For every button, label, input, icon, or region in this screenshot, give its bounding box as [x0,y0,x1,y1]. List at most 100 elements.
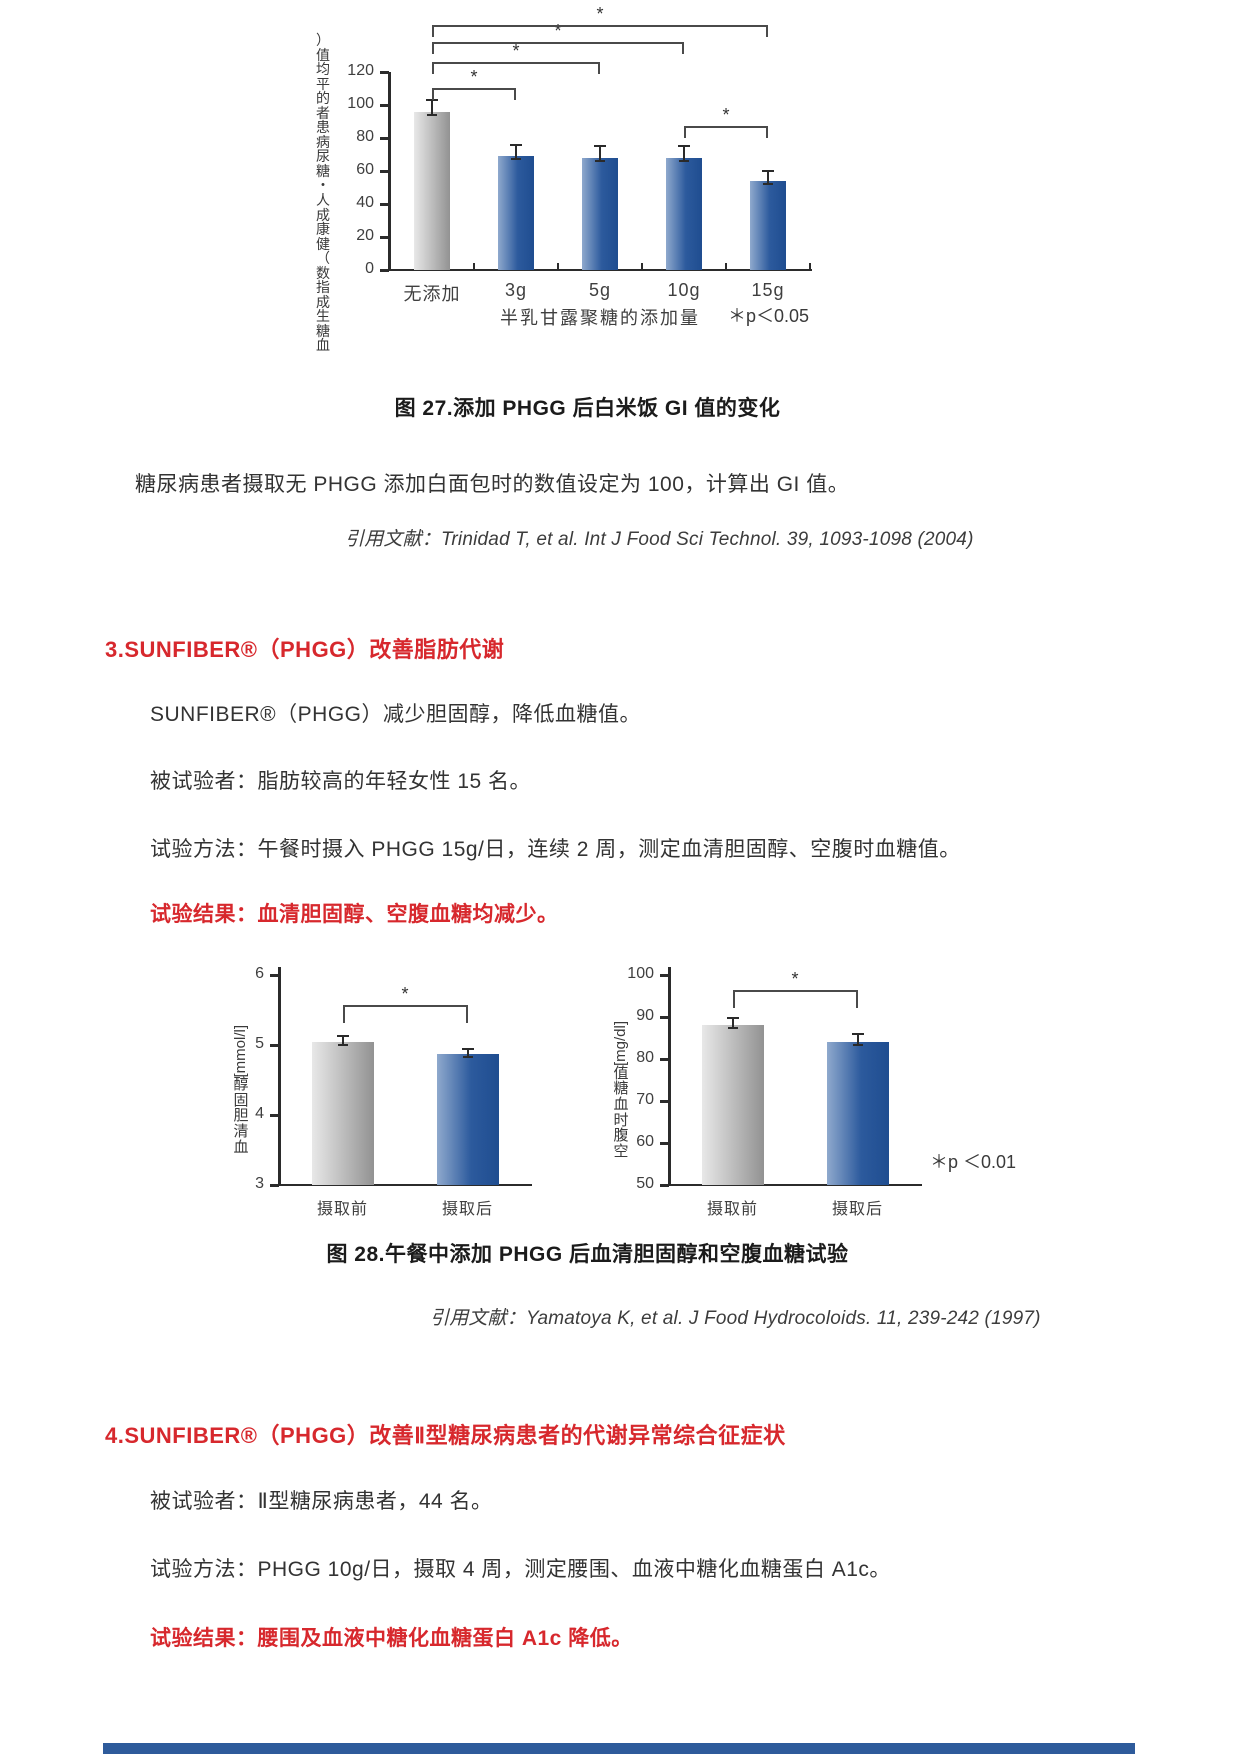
significance-bracket [684,126,768,138]
y-tick-label: 40 [356,194,374,211]
bar-3g [498,156,534,270]
error-bar-cap-top [336,1034,349,1037]
error-bar-cap-top [678,145,690,148]
axis-label-char: 健 [316,235,330,252]
next-section-table-header-strip [103,1743,1135,1754]
y-tick-mark [270,974,279,977]
error-bar-cap-bottom [727,1027,738,1030]
section4-subjects: 被试验者：Ⅱ型糖尿病患者，44 名。 [150,1490,493,1513]
fig28-caption: 图 28.午餐中添加 PHGG 后血清胆固醇和空腹血糖试验 [326,1243,849,1266]
bar-15g [750,180,786,270]
axis-label-char: ・ [316,177,330,194]
axis-label-char: 的 [316,90,330,107]
error-bar-cap-bottom [337,1043,348,1046]
axis-label-char: 血 [613,1095,629,1113]
axis-label-char: 患 [316,119,330,136]
section4-result: 试验结果：腰围及血液中糖化血糖蛋白 A1c 降低。 [150,1627,633,1650]
x-category-label: 无添加 [403,284,461,304]
axis-label-char: 康 [316,221,330,238]
x-category-label: 3g [504,280,528,300]
y-tick-mark [380,269,389,272]
significance-bracket [432,62,600,74]
x-boundary-tick [641,263,643,270]
y-tick-mark [660,974,669,977]
gi-note-paragraph: 糖尿病患者摄取无 PHGG 添加白面包时的数值设定为 100，计算出 GI 值。 [135,473,850,496]
error-bar-cap-top [594,145,606,148]
y-tick-label: 80 [636,1049,654,1066]
significance-asterisk: * [512,41,520,61]
axis-label-char: 糖 [316,162,330,179]
y-tick-label: 4 [255,1105,264,1122]
axis-label-char: 值 [316,46,330,63]
section4-method: 试验方法：PHGG 10g/日，摄取 4 周，测定腰围、血液中糖化血糖蛋白 A1… [150,1558,891,1581]
error-bar-cap-bottom [852,1044,863,1047]
error-bar-cap-bottom [511,158,521,161]
significance-asterisk: * [554,21,562,41]
x-category-label: 摄取后 [441,1201,493,1218]
fig28-citation: 引用文献：Yamatoya K, et al. J Food Hydrocolo… [430,1308,1041,1329]
axis-label-char: 平 [316,75,330,92]
axis-label-char: 空 [613,1142,629,1160]
p-value-note: ＊p＜0.05 [728,306,810,326]
y-tick-mark [380,137,389,140]
y-tick-label: 5 [255,1035,264,1052]
axis-label-char: 者 [316,104,330,121]
axis-label-char: 醇 [233,1076,249,1094]
x-boundary-tick [725,263,727,270]
section3-subjects: 被试验者：脂肪较高的年轻女性 15 名。 [150,770,532,793]
axis-label-char: 成 [316,293,330,310]
section3-summary: SUNFIBER®（PHGG）减少胆固醇，降低血糖值。 [150,703,641,726]
axis-label-char: 生 [316,308,330,325]
significance-asterisk: * [401,984,409,1004]
x-axis-title: 半乳甘露聚糖的添加量 [500,308,700,328]
axis-label-char: 值 [613,1064,629,1082]
significance-asterisk: * [596,4,604,24]
y-tick-mark [380,71,389,74]
error-bar-cap-bottom [595,159,605,162]
y-tick-label: 50 [636,1175,654,1192]
y-tick-mark [270,1114,279,1117]
significance-bracket [432,42,684,54]
y-axis-line [278,967,281,1186]
x-category-label: 摄取前 [316,1201,368,1218]
axis-label-char: ） [316,31,330,48]
y-axis-line [668,967,671,1186]
p-value-note: ＊p ＜0.01 [930,1152,1017,1172]
axis-label-char: （ [316,250,330,267]
error-bar-line [683,146,685,162]
error-bar-line [731,1017,734,1030]
error-bar-cap-top [426,99,438,102]
bar-摄取前 [311,1041,374,1185]
y-axis-line [388,72,391,271]
axis-label-char: 成 [316,206,330,223]
error-bar-cap-bottom [763,182,773,185]
y-axis-title: 空腹时血糖值 [mg/dl] [610,960,632,1220]
fig27-caption: 图 27.添加 PHGG 后白米饭 GI 值的变化 [394,397,781,420]
y-axis-title: 血清胆固醇 [mmol/l] [230,960,252,1220]
y-axis-title: 血糖生成指数（健康成人・糖尿病患者的平均值） [312,18,334,368]
x-axis-line [388,269,812,271]
error-bar-cap-top [851,1032,864,1035]
bar-摄取后 [826,1042,889,1185]
error-bar-line [767,171,769,185]
error-bar-cap-bottom [679,159,689,162]
error-bar-line [466,1049,469,1059]
x-boundary-tick [473,263,475,270]
section3-result: 试验结果：血清胆固醇、空腹血糖均减少。 [150,903,559,926]
error-bar-line [341,1035,344,1046]
axis-label-char: 尿 [316,148,330,165]
significance-bracket [732,990,858,1008]
significance-asterisk: * [722,105,730,125]
x-category-label: 摄取后 [831,1201,883,1218]
y-tick-mark [660,1100,669,1103]
y-tick-mark [660,1184,669,1187]
y-tick-label: 6 [255,965,264,982]
axis-label-char: 指 [316,279,330,296]
axis-label-char: 清 [233,1123,249,1141]
fig27-bar-chart: 0 20 40 60 80 100 120 无添加 3g 5g 10g 15g * * * * * ＊p＜0.05… [300,4,840,368]
y-tick-label: 70 [636,1091,654,1108]
error-bar-line [515,144,517,161]
bar-5g [582,157,618,270]
significance-bracket [342,1005,468,1023]
